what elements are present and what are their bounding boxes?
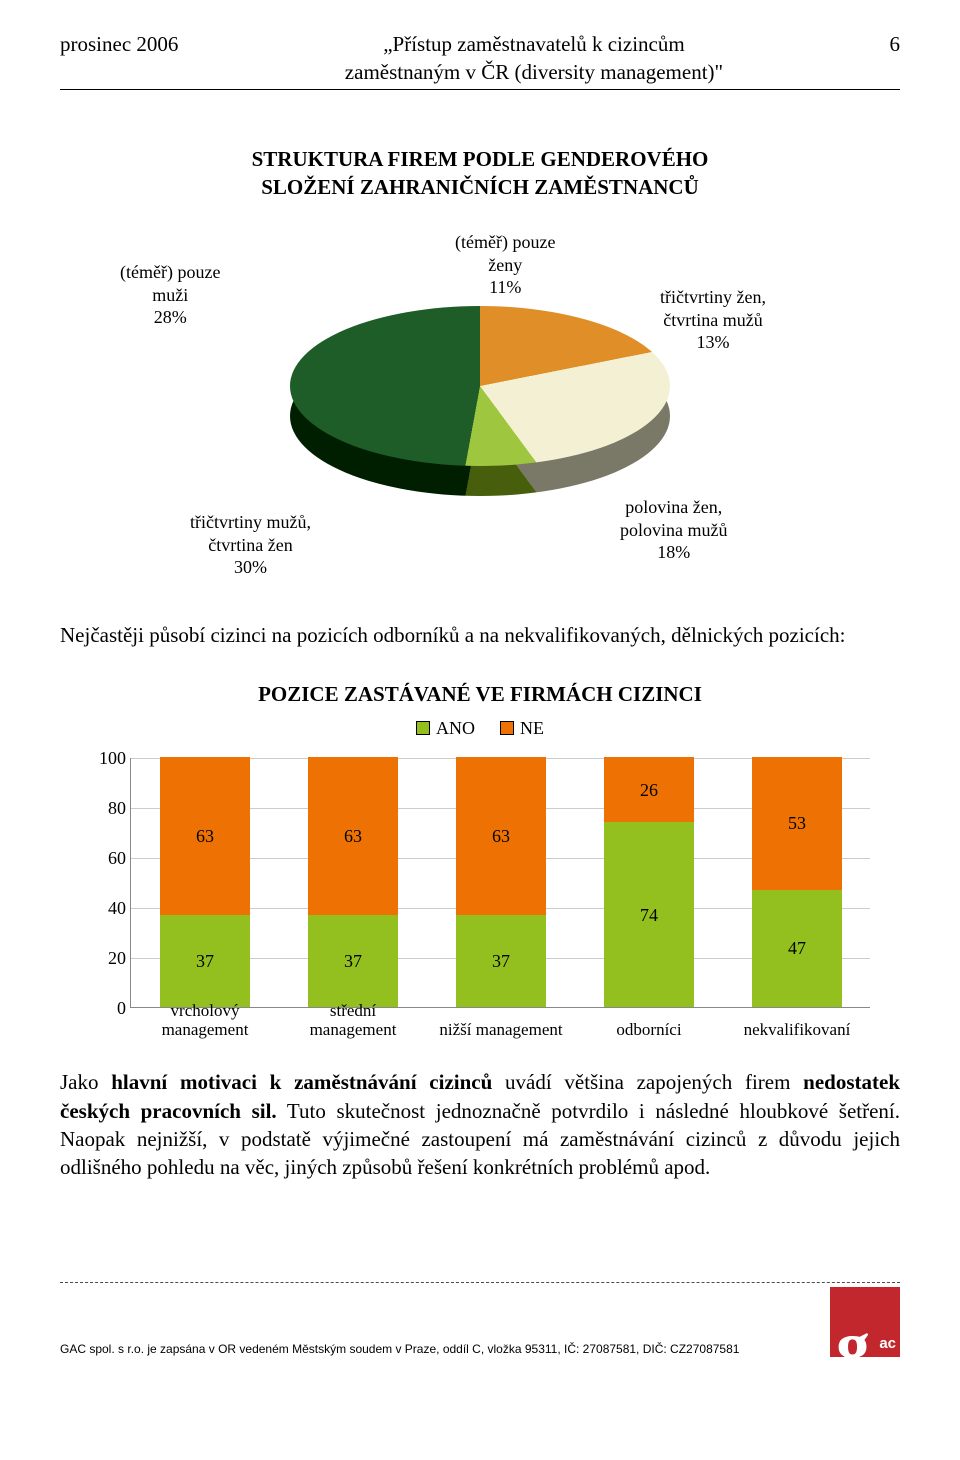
pie-chart: (téměř) pouze muži 28% třičtvrtiny mužů,… xyxy=(130,231,830,581)
y-tick-label: 0 xyxy=(86,996,126,1020)
footer-separator xyxy=(60,1282,900,1283)
document-header: prosinec 2006 „Přístup zaměstnavatelů k … xyxy=(60,30,900,90)
pie-label-line: 18% xyxy=(657,542,690,562)
conclusion-paragraph: Jako hlavní motivaci k zaměstnávání cizi… xyxy=(60,1068,900,1181)
page-number: 6 xyxy=(890,30,901,58)
y-tick-label: 80 xyxy=(86,796,126,820)
pie-label-zeny: (téměř) pouze ženy 11% xyxy=(455,231,555,299)
header-date: prosinec 2006 xyxy=(60,30,178,58)
pie-label-line: 13% xyxy=(696,332,729,352)
bar-column: 3763vrcholovýmanagement xyxy=(160,757,250,1007)
legend-label: NE xyxy=(520,716,544,740)
logo-letter-g: g xyxy=(836,1327,870,1364)
bar-column: 3763nižší management xyxy=(456,757,546,1007)
bar-segment-ano: 47 xyxy=(752,890,842,1008)
pie-label-line: čtvrtina žen xyxy=(208,535,292,555)
pie-label-line: 30% xyxy=(234,557,267,577)
intro-paragraph: Nejčastěji působí cizinci na pozicích od… xyxy=(60,621,900,649)
pie-label-line: 28% xyxy=(154,307,187,327)
para-text: Jako xyxy=(60,1070,111,1094)
bar-segment-ne: 63 xyxy=(160,757,250,915)
y-tick-label: 60 xyxy=(86,846,126,870)
bar-column: 3763střednímanagement xyxy=(308,757,398,1007)
legend-item-ne: NE xyxy=(500,716,544,740)
para-bold: hlavní motivaci k zaměstnávání cizinců xyxy=(111,1070,492,1094)
header-title-line2: zaměstnaným v ČR (diversity management)" xyxy=(178,58,889,86)
header-title-line1: „Přístup zaměstnavatelů k cizincům xyxy=(383,32,685,56)
x-axis-label: odborníci xyxy=(574,1021,724,1040)
pie-label-line: polovina mužů xyxy=(620,520,727,540)
x-axis-label: vrcholovýmanagement xyxy=(130,1002,280,1039)
pie-label-line: (téměř) pouze xyxy=(455,232,555,252)
bar-column: 4753nekvalifikovaní xyxy=(752,757,842,1007)
pie-label-line: 11% xyxy=(489,277,521,297)
y-tick-label: 100 xyxy=(86,746,126,770)
pie-label-line: muži xyxy=(152,285,188,305)
bar-segment-ne: 63 xyxy=(308,757,398,915)
x-axis-label: střednímanagement xyxy=(278,1002,428,1039)
bar-chart-legend: ANO NE xyxy=(60,716,900,740)
legend-swatch-icon xyxy=(416,721,430,735)
pie-label-line: třičtvrtiny žen, xyxy=(660,287,766,307)
pie-label-trictvrtiny-muzu: třičtvrtiny mužů, čtvrtina žen 30% xyxy=(190,511,311,579)
pie-label-polovina: polovina žen, polovina mužů 18% xyxy=(620,496,727,564)
pie-label-line: třičtvrtiny mužů, xyxy=(190,512,311,532)
pie-section-title: STRUKTURA FIREM PODLE GENDEROVÉHO SLOŽEN… xyxy=(60,145,900,202)
legend-item-ano: ANO xyxy=(416,716,475,740)
y-tick-label: 40 xyxy=(86,896,126,920)
legend-swatch-icon xyxy=(500,721,514,735)
pie-label-muzi: (téměř) pouze muži 28% xyxy=(120,261,220,329)
pie-label-line: čtvrtina mužů xyxy=(663,310,762,330)
page-footer: GAC spol. s r.o. je zapsána v OR vedeném… xyxy=(60,1282,900,1357)
pie-label-trictvrtiny-zen: třičtvrtiny žen, čtvrtina mužů 13% xyxy=(660,286,766,354)
logo-letters-ac: ac xyxy=(879,1334,896,1354)
pie-title-line2: SLOŽENÍ ZAHRANIČNÍCH ZAMĚSTNANCŮ xyxy=(60,173,900,201)
bar-plot-area: 0204060801003763vrcholovýmanagement3763s… xyxy=(130,758,870,1008)
bar-segment-ano: 37 xyxy=(308,915,398,1008)
pie-label-line: polovina žen, xyxy=(625,497,722,517)
x-axis-label: nižší management xyxy=(426,1021,576,1040)
header-title: „Přístup zaměstnavatelů k cizincům zaměs… xyxy=(178,30,889,87)
bar-segment-ne: 53 xyxy=(752,757,842,890)
pie-body xyxy=(290,306,670,486)
bar-segment-ano: 37 xyxy=(160,915,250,1008)
y-tick-label: 20 xyxy=(86,946,126,970)
x-axis-label: nekvalifikovaní xyxy=(722,1021,872,1040)
pie-title-line1: STRUKTURA FIREM PODLE GENDEROVÉHO xyxy=(60,145,900,173)
bar-chart-title: POZICE ZASTÁVANÉ VE FIRMÁCH CIZINCI xyxy=(60,680,900,708)
bar-segment-ano: 74 xyxy=(604,822,694,1007)
gac-logo-icon: g ac xyxy=(830,1287,900,1357)
bar-segment-ne: 26 xyxy=(604,757,694,822)
bar-column: 7426odborníci xyxy=(604,757,694,1007)
legend-label: ANO xyxy=(436,716,475,740)
pie-label-line: ženy xyxy=(488,255,522,275)
para-text: uvádí většina zapojených firem xyxy=(492,1070,803,1094)
bar-segment-ano: 37 xyxy=(456,915,546,1008)
footer-text: GAC spol. s r.o. je zapsána v OR vedeném… xyxy=(60,1341,739,1357)
pie-top-face xyxy=(290,306,670,466)
bar-chart: 0204060801003763vrcholovýmanagement3763s… xyxy=(80,748,880,1048)
bar-segment-ne: 63 xyxy=(456,757,546,915)
pie-label-line: (téměř) pouze xyxy=(120,262,220,282)
